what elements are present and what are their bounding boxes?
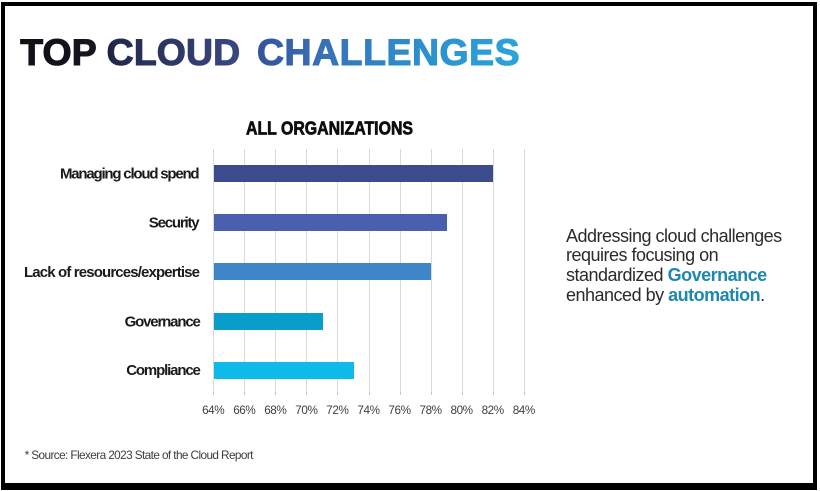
svg-text:Managing cloud spend: Managing cloud spend xyxy=(60,165,200,182)
svg-text:Security: Security xyxy=(149,215,200,232)
svg-text:Lack of resources/expertise: Lack of resources/expertise xyxy=(24,264,200,281)
svg-text:Governance: Governance xyxy=(125,314,201,331)
svg-text:TOP CLOUD: TOP CLOUD xyxy=(20,31,240,73)
svg-text:Compliance: Compliance xyxy=(126,362,201,379)
svg-text:CHALLENGES: CHALLENGES xyxy=(257,31,520,73)
svg-text:ALL ORGANIZATIONS: ALL ORGANIZATIONS xyxy=(246,119,413,139)
